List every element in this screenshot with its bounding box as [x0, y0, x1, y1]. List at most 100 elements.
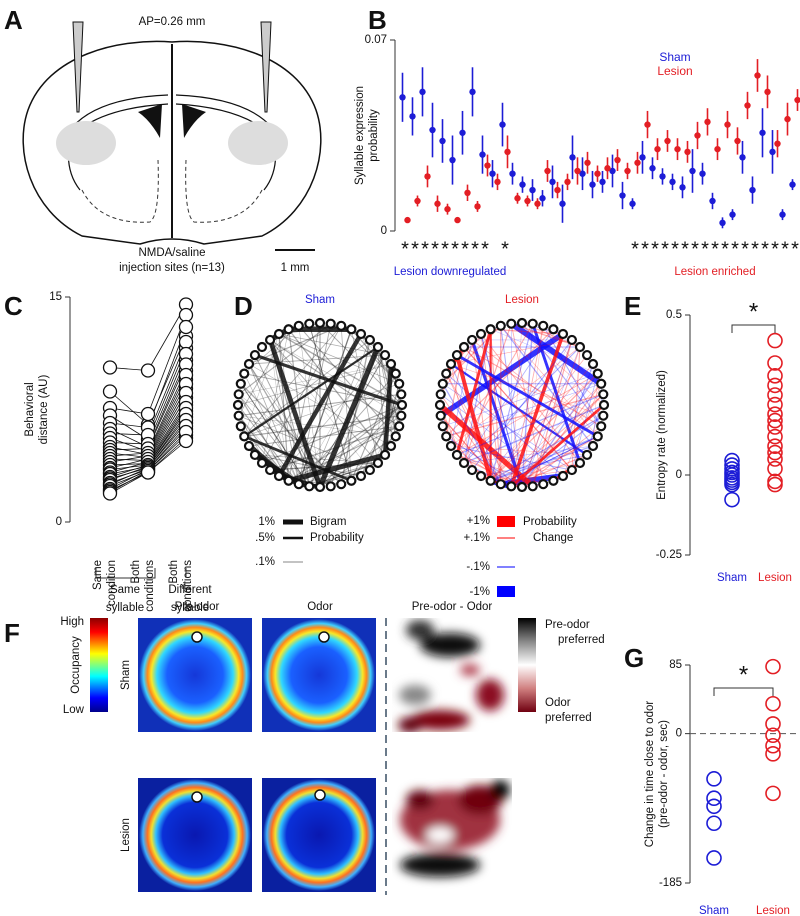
dot: [409, 113, 416, 120]
network-node: [239, 368, 250, 379]
network-node: [336, 320, 347, 331]
point: [724, 491, 740, 508]
colorbar-title: Occupancy: [70, 636, 82, 694]
dot: [464, 189, 471, 196]
network-edge: [531, 323, 582, 464]
network-node: [314, 317, 326, 329]
network-node: [506, 318, 517, 329]
dot: [779, 211, 786, 218]
network-edge: [317, 346, 381, 489]
network-edge: [442, 325, 502, 385]
dot: [489, 170, 496, 177]
network-node: [243, 358, 255, 370]
network-node: [273, 328, 285, 340]
network-edge: [269, 339, 289, 481]
network-node: [232, 399, 244, 411]
network-edge: [243, 339, 371, 437]
y-axis-label: (pre-odor - odor, sec): [658, 720, 670, 828]
row-title: Lesion: [120, 818, 132, 852]
significance: *: [781, 238, 789, 260]
network-edge: [490, 354, 588, 481]
significance: *: [401, 238, 409, 260]
network-node: [451, 349, 463, 361]
network-node: [243, 440, 255, 452]
pair-line: [147, 314, 187, 415]
network-edge: [480, 333, 523, 488]
network-edge: [269, 339, 400, 427]
point: [767, 377, 783, 394]
y-tick-label: 15: [49, 291, 62, 303]
network-edge: [511, 323, 605, 406]
network-edge: [450, 339, 473, 447]
dot: [724, 121, 731, 128]
network-edge: [442, 383, 573, 471]
network-node: [538, 479, 549, 490]
network-node: [495, 320, 506, 331]
network-edge: [510, 323, 544, 485]
network-node: [372, 341, 384, 353]
network-node: [538, 320, 549, 331]
dot: [744, 102, 751, 109]
network-edge: [490, 323, 534, 481]
y-axis-label: Entropy rate (normalized): [656, 370, 668, 500]
network-node: [235, 378, 246, 389]
dot: [789, 181, 796, 188]
row-title: Sham: [120, 660, 132, 690]
column-title: Odor: [307, 601, 333, 613]
network-edge: [277, 332, 363, 478]
significance: *: [739, 661, 748, 688]
network-edge: [298, 462, 379, 485]
network-edge: [463, 404, 605, 464]
legend-label: -1%: [470, 586, 490, 598]
colorbar-label: High: [60, 616, 84, 628]
point: [706, 798, 722, 815]
colorbar-label: Pre-odor: [545, 619, 590, 631]
network-node: [574, 341, 586, 353]
network-edge: [243, 435, 352, 483]
network-edge: [382, 363, 394, 456]
dot: [674, 145, 681, 153]
dot: [579, 170, 586, 177]
network-edge: [521, 346, 581, 488]
legend-label: .5%: [255, 532, 275, 544]
panel-label: E: [624, 291, 641, 321]
dot: [729, 211, 736, 218]
network-node: [293, 320, 304, 331]
point: [140, 363, 156, 378]
significance: *: [481, 238, 489, 260]
dot: [544, 167, 551, 175]
dot: [569, 154, 576, 161]
significance: *: [771, 238, 779, 260]
dot: [429, 126, 436, 134]
network-node: [437, 421, 448, 432]
legend-label: .1%: [255, 556, 275, 568]
point: [767, 473, 783, 490]
dot: [614, 156, 621, 164]
point: [178, 319, 194, 335]
significance: *: [641, 238, 649, 260]
dot: [629, 200, 636, 207]
colorbar-label: preferred: [545, 712, 592, 724]
point: [767, 412, 783, 429]
network-node: [598, 389, 609, 400]
network-node: [441, 431, 452, 442]
network-node: [445, 358, 457, 370]
network-edge: [455, 328, 493, 456]
network-edge: [248, 425, 400, 447]
network-edge: [490, 469, 572, 482]
point: [178, 334, 194, 350]
network-edge: [278, 333, 386, 356]
network-edge: [521, 383, 602, 488]
network-edge: [287, 452, 386, 484]
network-edge: [254, 454, 362, 477]
network-edge: [308, 323, 352, 481]
network-node: [475, 470, 487, 482]
text: NMDA/saline: [138, 247, 205, 259]
network-node: [346, 475, 357, 486]
network-edge: [521, 322, 602, 427]
network-node: [566, 334, 578, 346]
point: [140, 465, 156, 480]
network-edge: [439, 404, 447, 437]
group-label: Lesion downregulated: [394, 266, 507, 278]
text: 1 mm: [281, 262, 310, 274]
